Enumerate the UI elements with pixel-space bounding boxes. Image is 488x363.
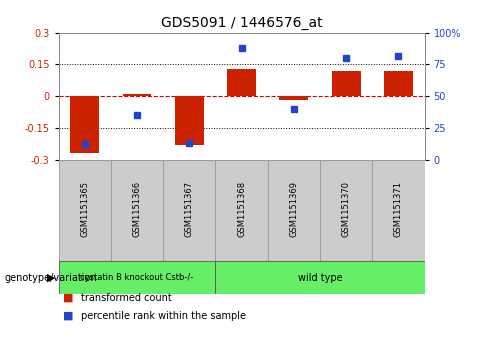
Bar: [70, 96, 99, 153]
Text: GSM1151370: GSM1151370: [342, 181, 351, 237]
Text: percentile rank within the sample: percentile rank within the sample: [81, 311, 245, 321]
Text: GSM1151366: GSM1151366: [132, 181, 142, 237]
Text: ■: ■: [63, 293, 74, 303]
Text: ■: ■: [63, 311, 74, 321]
Title: GDS5091 / 1446576_at: GDS5091 / 1446576_at: [161, 16, 323, 30]
Text: GSM1151367: GSM1151367: [185, 181, 194, 237]
Text: ▶: ▶: [47, 273, 56, 283]
Text: transformed count: transformed count: [81, 293, 171, 303]
Text: wild type: wild type: [298, 273, 342, 283]
Text: GSM1151371: GSM1151371: [394, 181, 403, 237]
Text: GSM1151368: GSM1151368: [237, 181, 246, 237]
Bar: [163, 160, 215, 263]
Bar: [384, 71, 413, 96]
Bar: [111, 160, 163, 263]
Bar: [175, 96, 203, 145]
Bar: [320, 160, 372, 263]
Bar: [227, 69, 256, 96]
Text: GSM1151365: GSM1151365: [80, 181, 89, 237]
Bar: [372, 160, 425, 263]
Bar: [215, 160, 268, 263]
Text: GSM1151369: GSM1151369: [289, 181, 298, 237]
Text: genotype/variation: genotype/variation: [5, 273, 98, 283]
Text: cystatin B knockout Cstb-/-: cystatin B knockout Cstb-/-: [81, 273, 194, 282]
Bar: [268, 160, 320, 263]
Bar: [332, 71, 361, 96]
Bar: [59, 261, 215, 294]
Bar: [59, 160, 111, 263]
Bar: [215, 261, 425, 294]
Bar: [122, 94, 151, 96]
Bar: [280, 96, 308, 101]
